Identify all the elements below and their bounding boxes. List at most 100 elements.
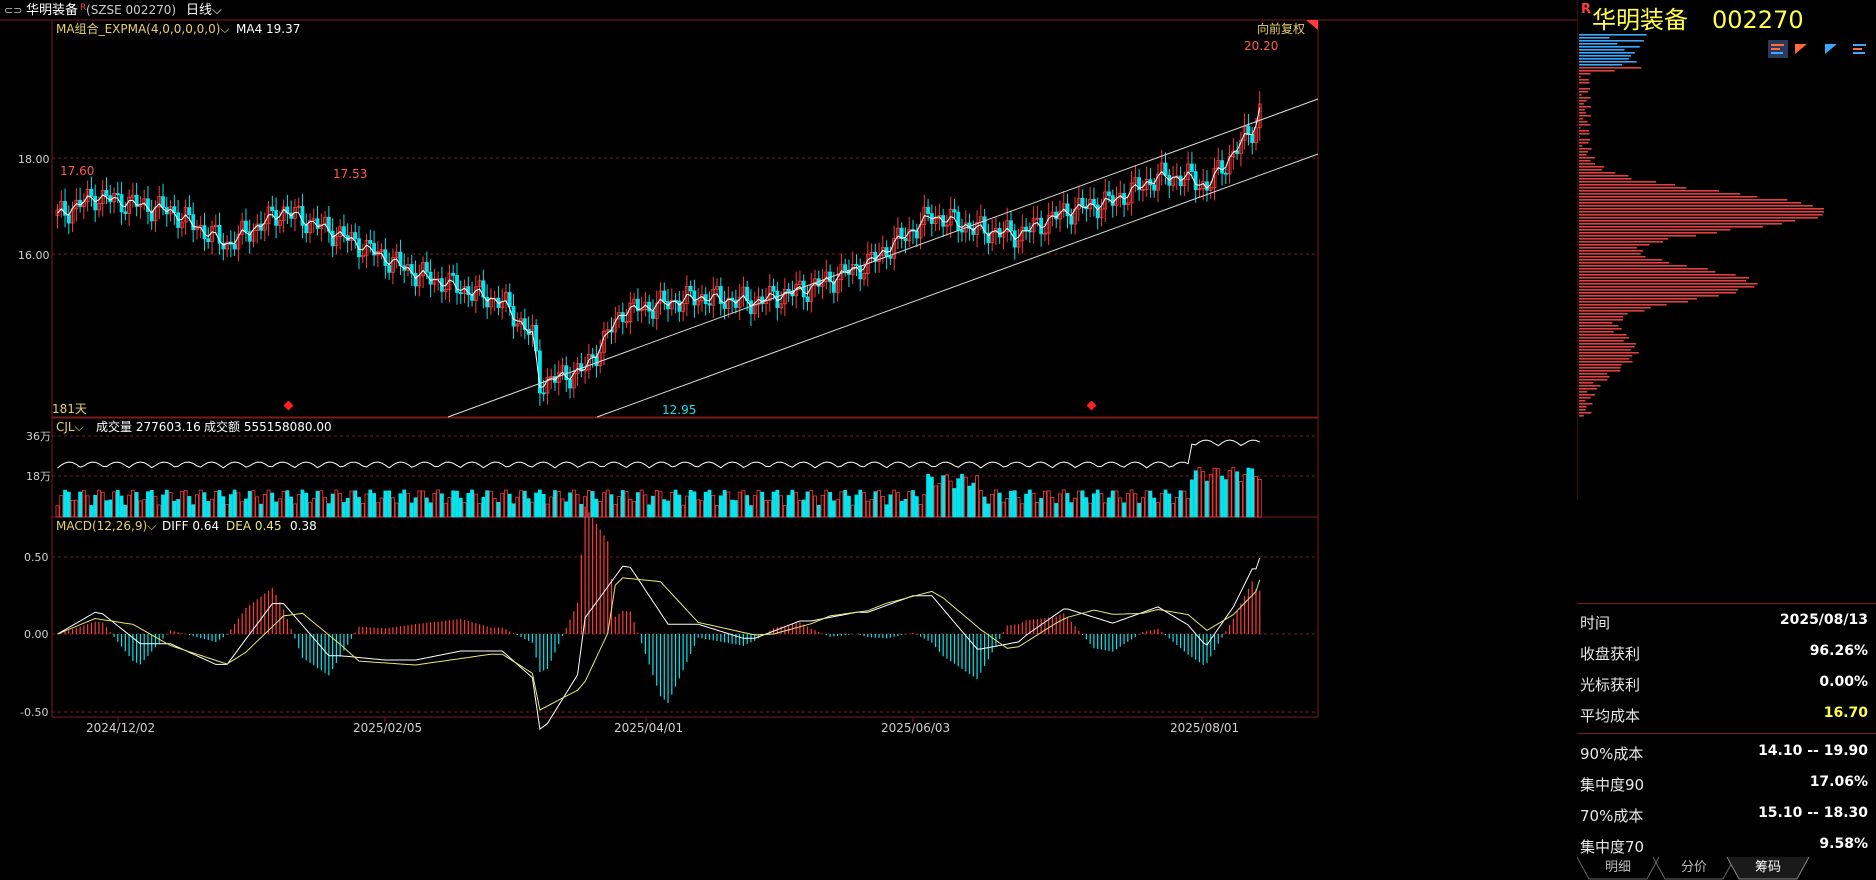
candle-body xyxy=(658,290,663,304)
volume-bar xyxy=(481,496,486,518)
candle-body xyxy=(78,199,83,207)
candle-body xyxy=(594,356,599,367)
chip-bar xyxy=(1579,166,1605,168)
chip-bar xyxy=(1579,295,1719,297)
volume-bar xyxy=(149,489,154,518)
volume-bar xyxy=(436,489,441,518)
signal-marker xyxy=(283,400,294,411)
candle-body xyxy=(1005,220,1010,233)
volume-bar xyxy=(703,491,708,518)
volume-bar xyxy=(217,490,222,518)
candle-body xyxy=(715,286,719,290)
volume-bar xyxy=(78,491,83,518)
candle-body xyxy=(835,279,840,293)
volume-bar xyxy=(782,505,787,518)
volume-bar xyxy=(1235,471,1240,518)
chip-bar xyxy=(1579,259,1663,261)
volume-bar xyxy=(473,493,478,518)
volume-bar xyxy=(869,499,874,518)
volume-bar xyxy=(172,500,177,518)
chip-mode-icon-3[interactable] xyxy=(1823,40,1841,58)
chip-bar xyxy=(1579,304,1667,306)
candle-body xyxy=(718,286,723,304)
ma-indicator-label[interactable]: MA组合_EXPMA(4,0,0,0,0,0)⌵ xyxy=(56,22,230,36)
volume-bar xyxy=(274,501,278,518)
period-selector[interactable]: 日线⌵ xyxy=(186,3,222,18)
volume-bar xyxy=(722,489,727,518)
volume-bar xyxy=(903,498,908,518)
kline-chart[interactable] xyxy=(0,0,1577,880)
volume-bar xyxy=(854,494,859,518)
chip-bar xyxy=(1579,193,1741,195)
volume-bar xyxy=(342,502,346,518)
candle-body xyxy=(1114,197,1119,206)
chip-mode-icon-1[interactable] xyxy=(1768,40,1788,58)
chip-mode-icon-4[interactable] xyxy=(1850,40,1870,58)
candle-body xyxy=(368,240,373,244)
volume-bar xyxy=(669,492,674,518)
volume-bar xyxy=(922,494,927,518)
candle-body xyxy=(127,196,132,214)
stock-code: (SZSE 002270) xyxy=(86,3,177,17)
row-time: 时间 2025/08/13 xyxy=(1580,612,1868,632)
adjust-mode-label[interactable]: 向前复权 xyxy=(1257,22,1306,36)
chip-distribution-chart xyxy=(1577,0,1824,500)
volume-bar xyxy=(187,496,192,518)
volume-bar xyxy=(990,493,995,518)
volume-bar xyxy=(1122,502,1126,518)
volume-bar xyxy=(620,490,625,518)
chip-bar xyxy=(1579,352,1639,354)
volume-bar xyxy=(696,499,701,518)
volume-bar xyxy=(511,503,516,518)
candle-body xyxy=(1250,133,1255,143)
cjl-indicator-label[interactable]: CJL⌵ xyxy=(56,420,84,434)
volume-ma-line xyxy=(57,439,1260,469)
candle-body xyxy=(360,254,365,258)
volume-bar xyxy=(896,492,900,518)
candle-body xyxy=(364,240,369,256)
chip-bar xyxy=(1579,238,1669,240)
volume-bar xyxy=(978,490,983,518)
volume-bar xyxy=(700,500,704,518)
volume-bar xyxy=(522,490,527,518)
candle-body xyxy=(424,262,429,273)
volume-bar xyxy=(745,495,750,518)
macd-indicator-label[interactable]: MACD(12,26,9)⌵ xyxy=(56,519,157,533)
volume-bar xyxy=(443,502,448,518)
volume-bar xyxy=(195,494,199,518)
volume-bar xyxy=(1174,497,1179,518)
candle-body xyxy=(737,296,742,308)
link-icon[interactable]: ⊂⊃ xyxy=(4,4,23,17)
volume-bar xyxy=(635,492,640,518)
volume-bar xyxy=(1220,475,1224,518)
candle-body xyxy=(1208,187,1213,191)
volume-bar xyxy=(662,499,667,518)
candle-body xyxy=(1065,203,1070,217)
volume-bar xyxy=(873,491,878,518)
volume-bar xyxy=(1208,474,1213,518)
volume-bar xyxy=(123,504,128,518)
volume-bar xyxy=(651,495,655,518)
volume-bar xyxy=(1012,490,1017,518)
volume-bar xyxy=(590,491,595,518)
volume-bar xyxy=(1088,502,1093,518)
candle-body xyxy=(130,194,135,198)
volume-bar xyxy=(850,504,855,518)
tab-price-distribution[interactable]: 分价 xyxy=(1680,860,1707,875)
volume-bar xyxy=(926,473,930,518)
volume-bar xyxy=(112,491,116,518)
chip-bar xyxy=(1579,268,1708,270)
tab-detail[interactable]: 明细 xyxy=(1604,860,1631,875)
candle-body xyxy=(379,249,384,252)
candle-body xyxy=(541,392,546,395)
chip-bar xyxy=(1579,373,1607,375)
chip-bar xyxy=(1579,154,1587,156)
chip-bar xyxy=(1579,412,1592,414)
chip-mode-icon-2[interactable] xyxy=(1793,40,1811,58)
chip-bar xyxy=(1579,223,1782,225)
volume-bar xyxy=(749,505,753,518)
volume-bar xyxy=(1156,502,1160,518)
chip-bar xyxy=(1579,115,1591,117)
tab-chips[interactable]: 筹码 xyxy=(1754,860,1781,875)
chip-bar xyxy=(1579,226,1764,228)
